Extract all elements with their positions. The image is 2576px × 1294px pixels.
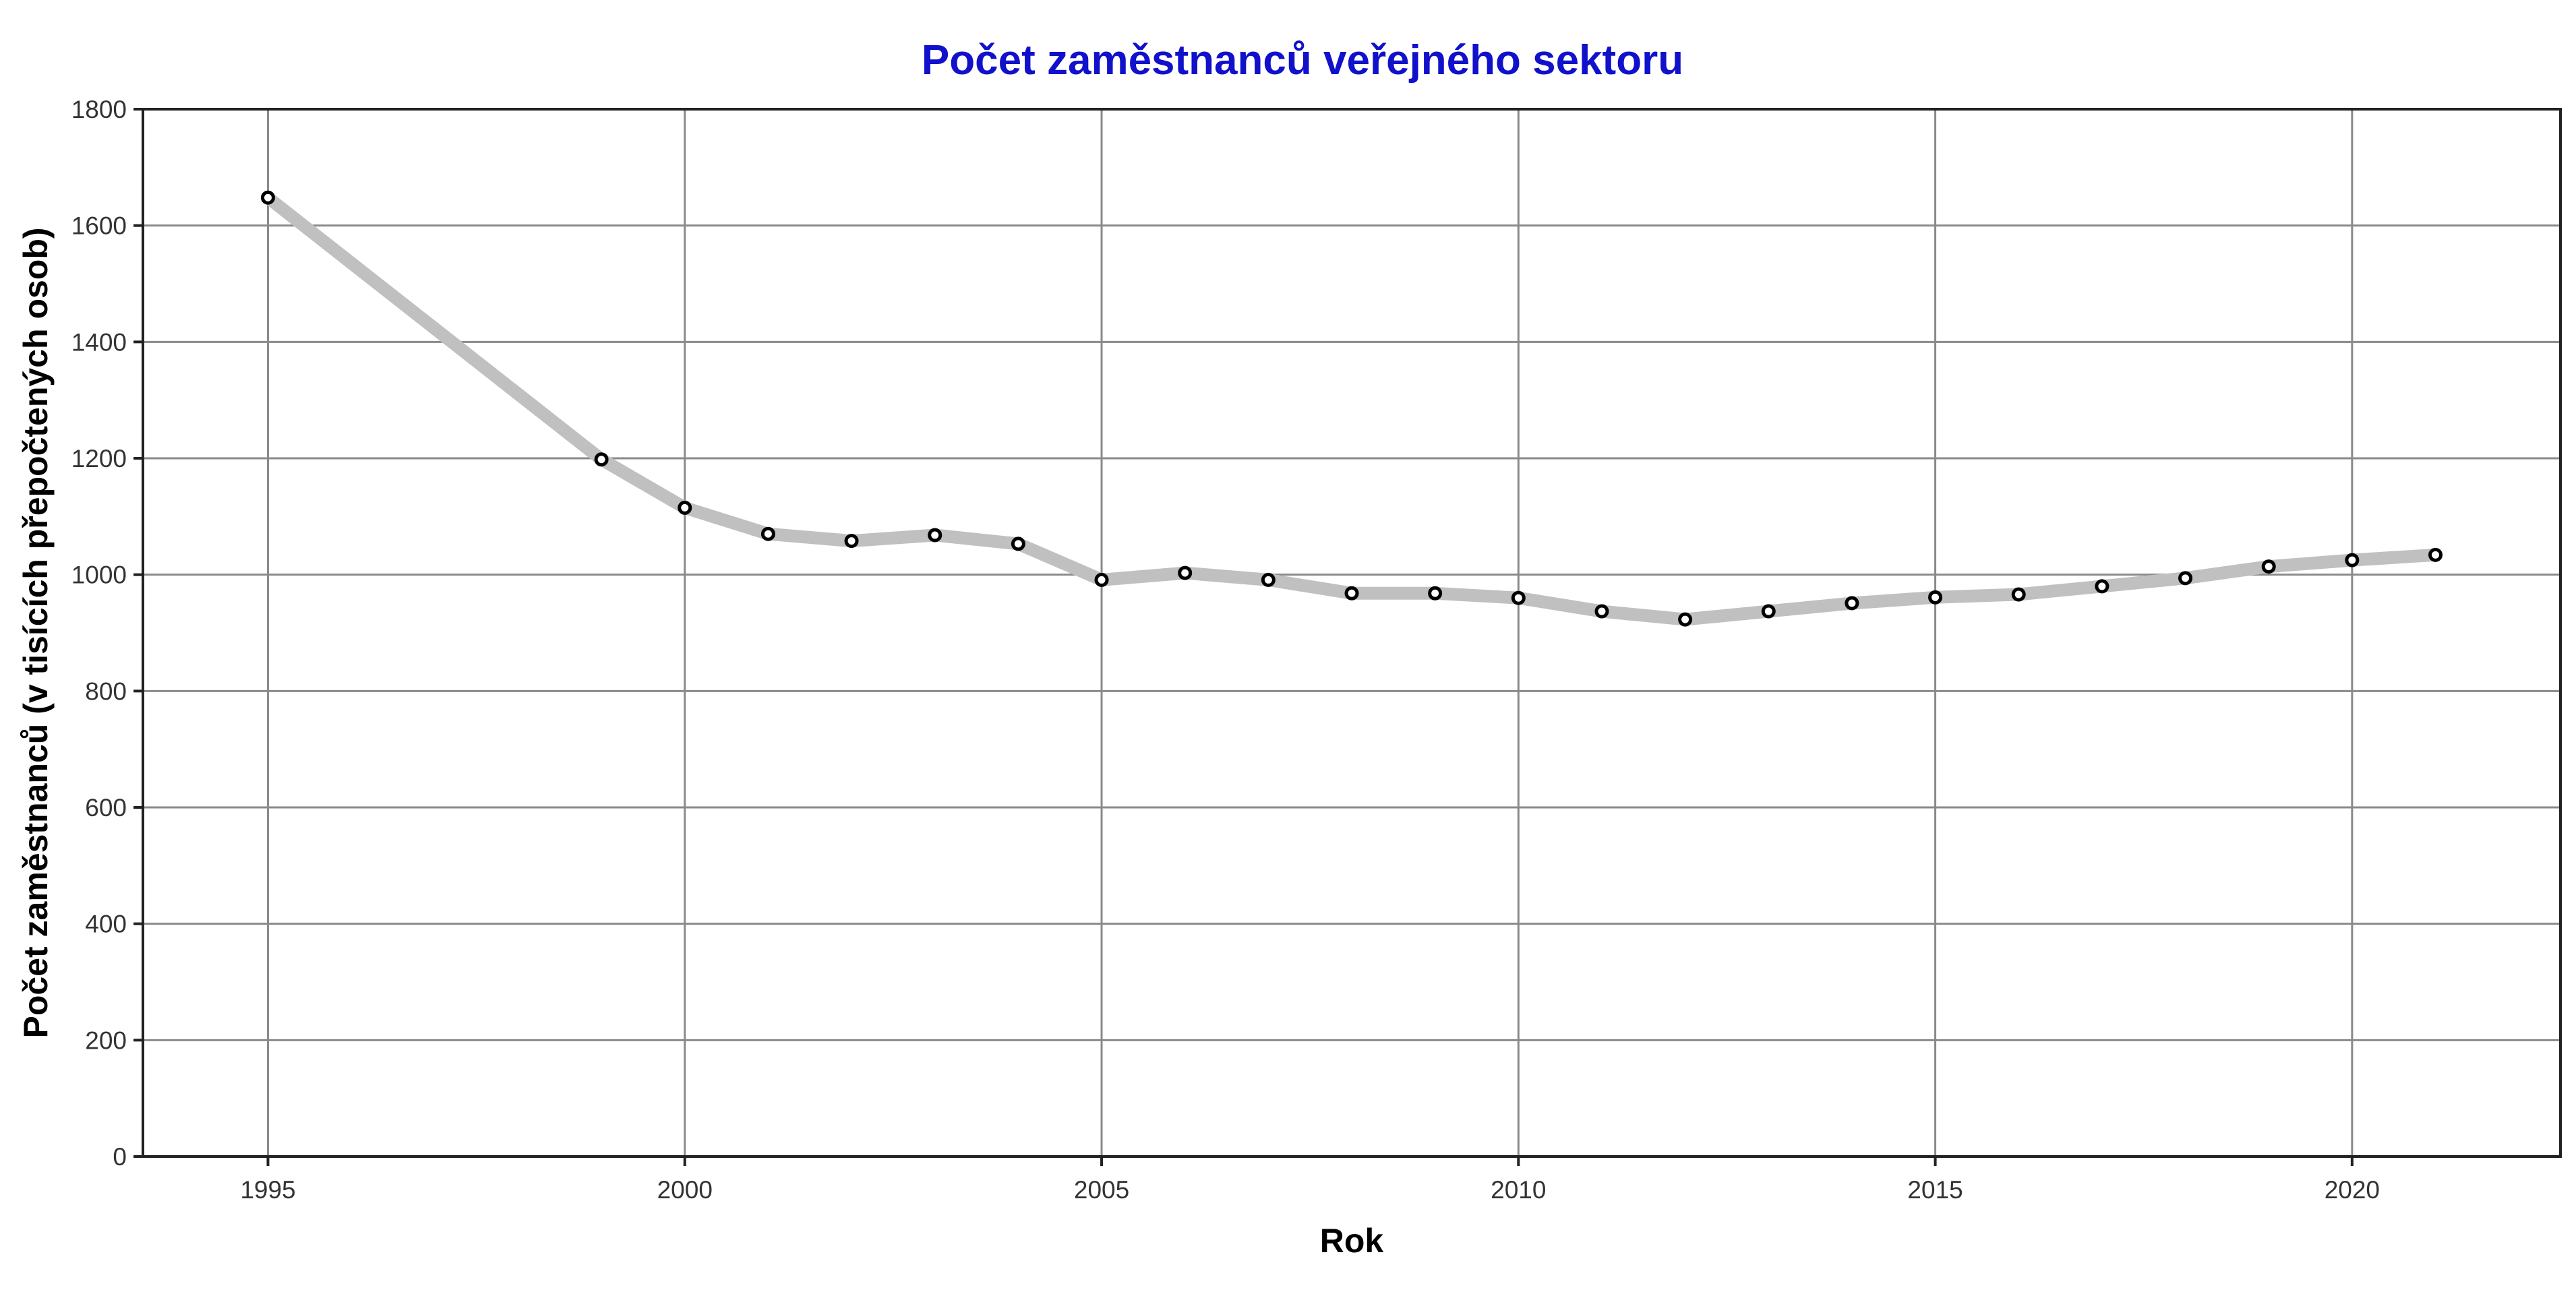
y-tick-label: 1400	[71, 328, 127, 356]
data-point	[1845, 596, 1859, 611]
data-point	[1344, 586, 1359, 600]
series-line-group	[262, 191, 2442, 626]
data-point	[760, 526, 775, 541]
data-point	[678, 500, 692, 515]
x-tick-label: 2010	[1491, 1176, 1546, 1204]
data-point	[2178, 571, 2193, 586]
data-point	[594, 452, 609, 467]
y-axis-title: Počet zaměstnanců (v tisících přepočtený…	[17, 227, 55, 1038]
grid	[143, 108, 2560, 1158]
y-tick-label: 1200	[71, 445, 127, 472]
y-tick-label: 1800	[71, 96, 127, 123]
data-point	[2095, 579, 2109, 594]
data-point	[2261, 559, 2276, 574]
y-tick-label: 800	[85, 677, 127, 705]
series-line	[262, 191, 2442, 626]
plot-frame	[142, 108, 2562, 1158]
data-point	[928, 528, 942, 543]
data-point	[1761, 604, 1776, 619]
data-points	[260, 190, 2443, 627]
chart-title: Počet zaměstnanců veřejného sektoru	[922, 37, 1683, 84]
data-point	[1428, 586, 1443, 600]
x-axis-ticks: 1995 2000 2005 2010 2015 2020	[240, 1157, 2380, 1204]
data-point	[1178, 565, 1193, 580]
data-point	[1094, 572, 1109, 587]
y-axis-ticks: 0 200 400 600 800 1000 1200 1400 1600 1800	[71, 96, 143, 1171]
data-point	[1928, 590, 1943, 605]
y-tick-label: 200	[85, 1026, 127, 1054]
x-tick-label: 2020	[2325, 1176, 2380, 1204]
data-point	[1511, 590, 1526, 605]
y-tick-label: 1000	[71, 561, 127, 589]
data-point	[2428, 547, 2443, 562]
x-tick-label: 2005	[1074, 1176, 1129, 1204]
data-point	[260, 190, 275, 205]
y-tick-label: 1600	[71, 212, 127, 240]
y-tick-label: 0	[113, 1143, 127, 1171]
x-axis-title: Rok	[1320, 1222, 1384, 1260]
data-point	[2011, 587, 2026, 602]
data-point	[844, 534, 859, 549]
x-tick-label: 2015	[1907, 1176, 1963, 1204]
y-tick-label: 400	[85, 911, 127, 938]
data-point	[1678, 612, 1693, 627]
data-point	[2345, 553, 2360, 567]
x-tick-label: 2000	[657, 1176, 713, 1204]
data-point	[1594, 604, 1609, 619]
data-point	[1261, 572, 1276, 587]
x-tick-label: 1995	[240, 1176, 295, 1204]
data-point	[1011, 536, 1025, 551]
y-tick-label: 600	[85, 794, 127, 822]
